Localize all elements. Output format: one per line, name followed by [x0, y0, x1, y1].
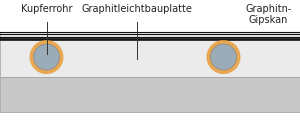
Text: Graphitleichtbauplatte: Graphitleichtbauplatte: [81, 4, 192, 14]
Text: Kupferrohr: Kupferrohr: [21, 4, 72, 14]
Text: Graphitn-
Gipskan: Graphitn- Gipskan: [245, 4, 292, 25]
Ellipse shape: [211, 44, 236, 70]
Ellipse shape: [34, 44, 59, 70]
Bar: [0, 32, 300, 77]
Ellipse shape: [29, 40, 64, 74]
Bar: [0, 77, 300, 112]
Ellipse shape: [206, 40, 241, 74]
